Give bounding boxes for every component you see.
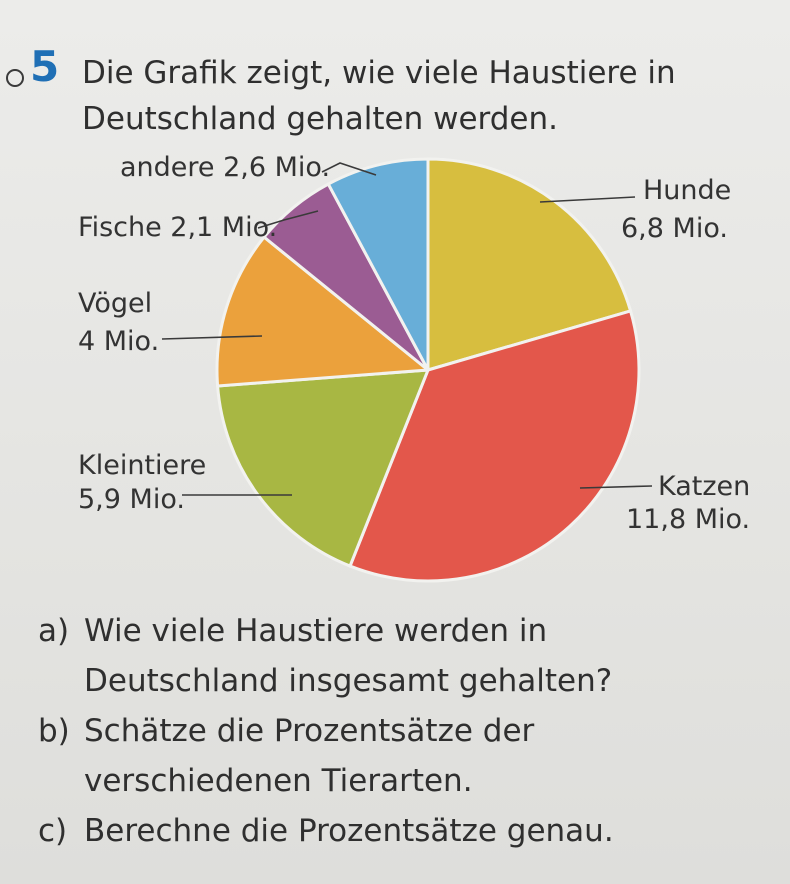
label-hunde-value: 6,8 Mio. <box>621 213 728 244</box>
question-b-line-1: Schätze die Prozentsätze der <box>84 713 535 749</box>
label-fische: Fische 2,1 Mio. <box>78 212 277 243</box>
pie-slice-katzen <box>348 309 641 583</box>
label-voegel-name: Vögel <box>78 288 152 319</box>
pie-slice-andere <box>326 157 430 372</box>
pie-slices <box>215 157 641 583</box>
question-a-letter: a) <box>38 613 70 649</box>
question-b-letter: b) <box>38 713 70 749</box>
question-list: a) Wie viele Haustiere werden in Deutschl… <box>38 606 778 856</box>
leader-line-fische <box>257 210 319 229</box>
task-marker-circle-icon <box>6 69 24 87</box>
question-a: a) Wie viele Haustiere werden in Deutschl… <box>38 606 778 706</box>
slice-labels: andere 2,6 Mio. Fische 2,1 Mio. Hunde 6,… <box>78 152 750 535</box>
label-katzen-name: Katzen <box>658 471 750 502</box>
task-title: Die Grafik zeigt, wie viele Haustiere in… <box>82 50 702 142</box>
question-c-letter: c) <box>38 813 68 849</box>
label-hunde-name: Hunde <box>643 175 731 206</box>
question-b: b) Schätze die Prozentsätze der verschied… <box>38 706 778 806</box>
question-a-line-1: Wie viele Haustiere werden in <box>84 613 548 649</box>
question-c: c) Berechne die Prozentsätze genau. <box>38 806 778 856</box>
label-katzen-value: 11,8 Mio. <box>626 504 750 535</box>
task-title-line-2: Deutschland gehalten werden. <box>82 101 558 137</box>
task-header: 5 Die Grafik zeigt, wie viele Haustiere … <box>0 28 790 148</box>
leader-line-andere <box>321 162 377 176</box>
label-voegel-value: 4 Mio. <box>78 326 159 357</box>
leader-line-voegel <box>161 335 263 340</box>
question-b-line-2: verschiedenen Tierarten. <box>84 763 473 799</box>
pie-slice-voegel <box>215 235 430 388</box>
leader-line-katzen <box>579 485 653 489</box>
question-a-line-2: Deutschland insgesamt gehalten? <box>84 663 613 699</box>
label-kleintiere-name: Kleintiere <box>78 450 206 481</box>
label-andere: andere 2,6 Mio. <box>120 152 330 183</box>
leader-line-hunde <box>539 196 636 203</box>
label-kleintiere-value: 5,9 Mio. <box>78 484 185 515</box>
task-title-line-1: Die Grafik zeigt, wie viele Haustiere in <box>82 55 676 91</box>
question-c-line-1: Berechne die Prozentsätze genau. <box>84 813 614 849</box>
leader-lines <box>161 162 653 496</box>
task-number: 5 <box>30 42 60 91</box>
